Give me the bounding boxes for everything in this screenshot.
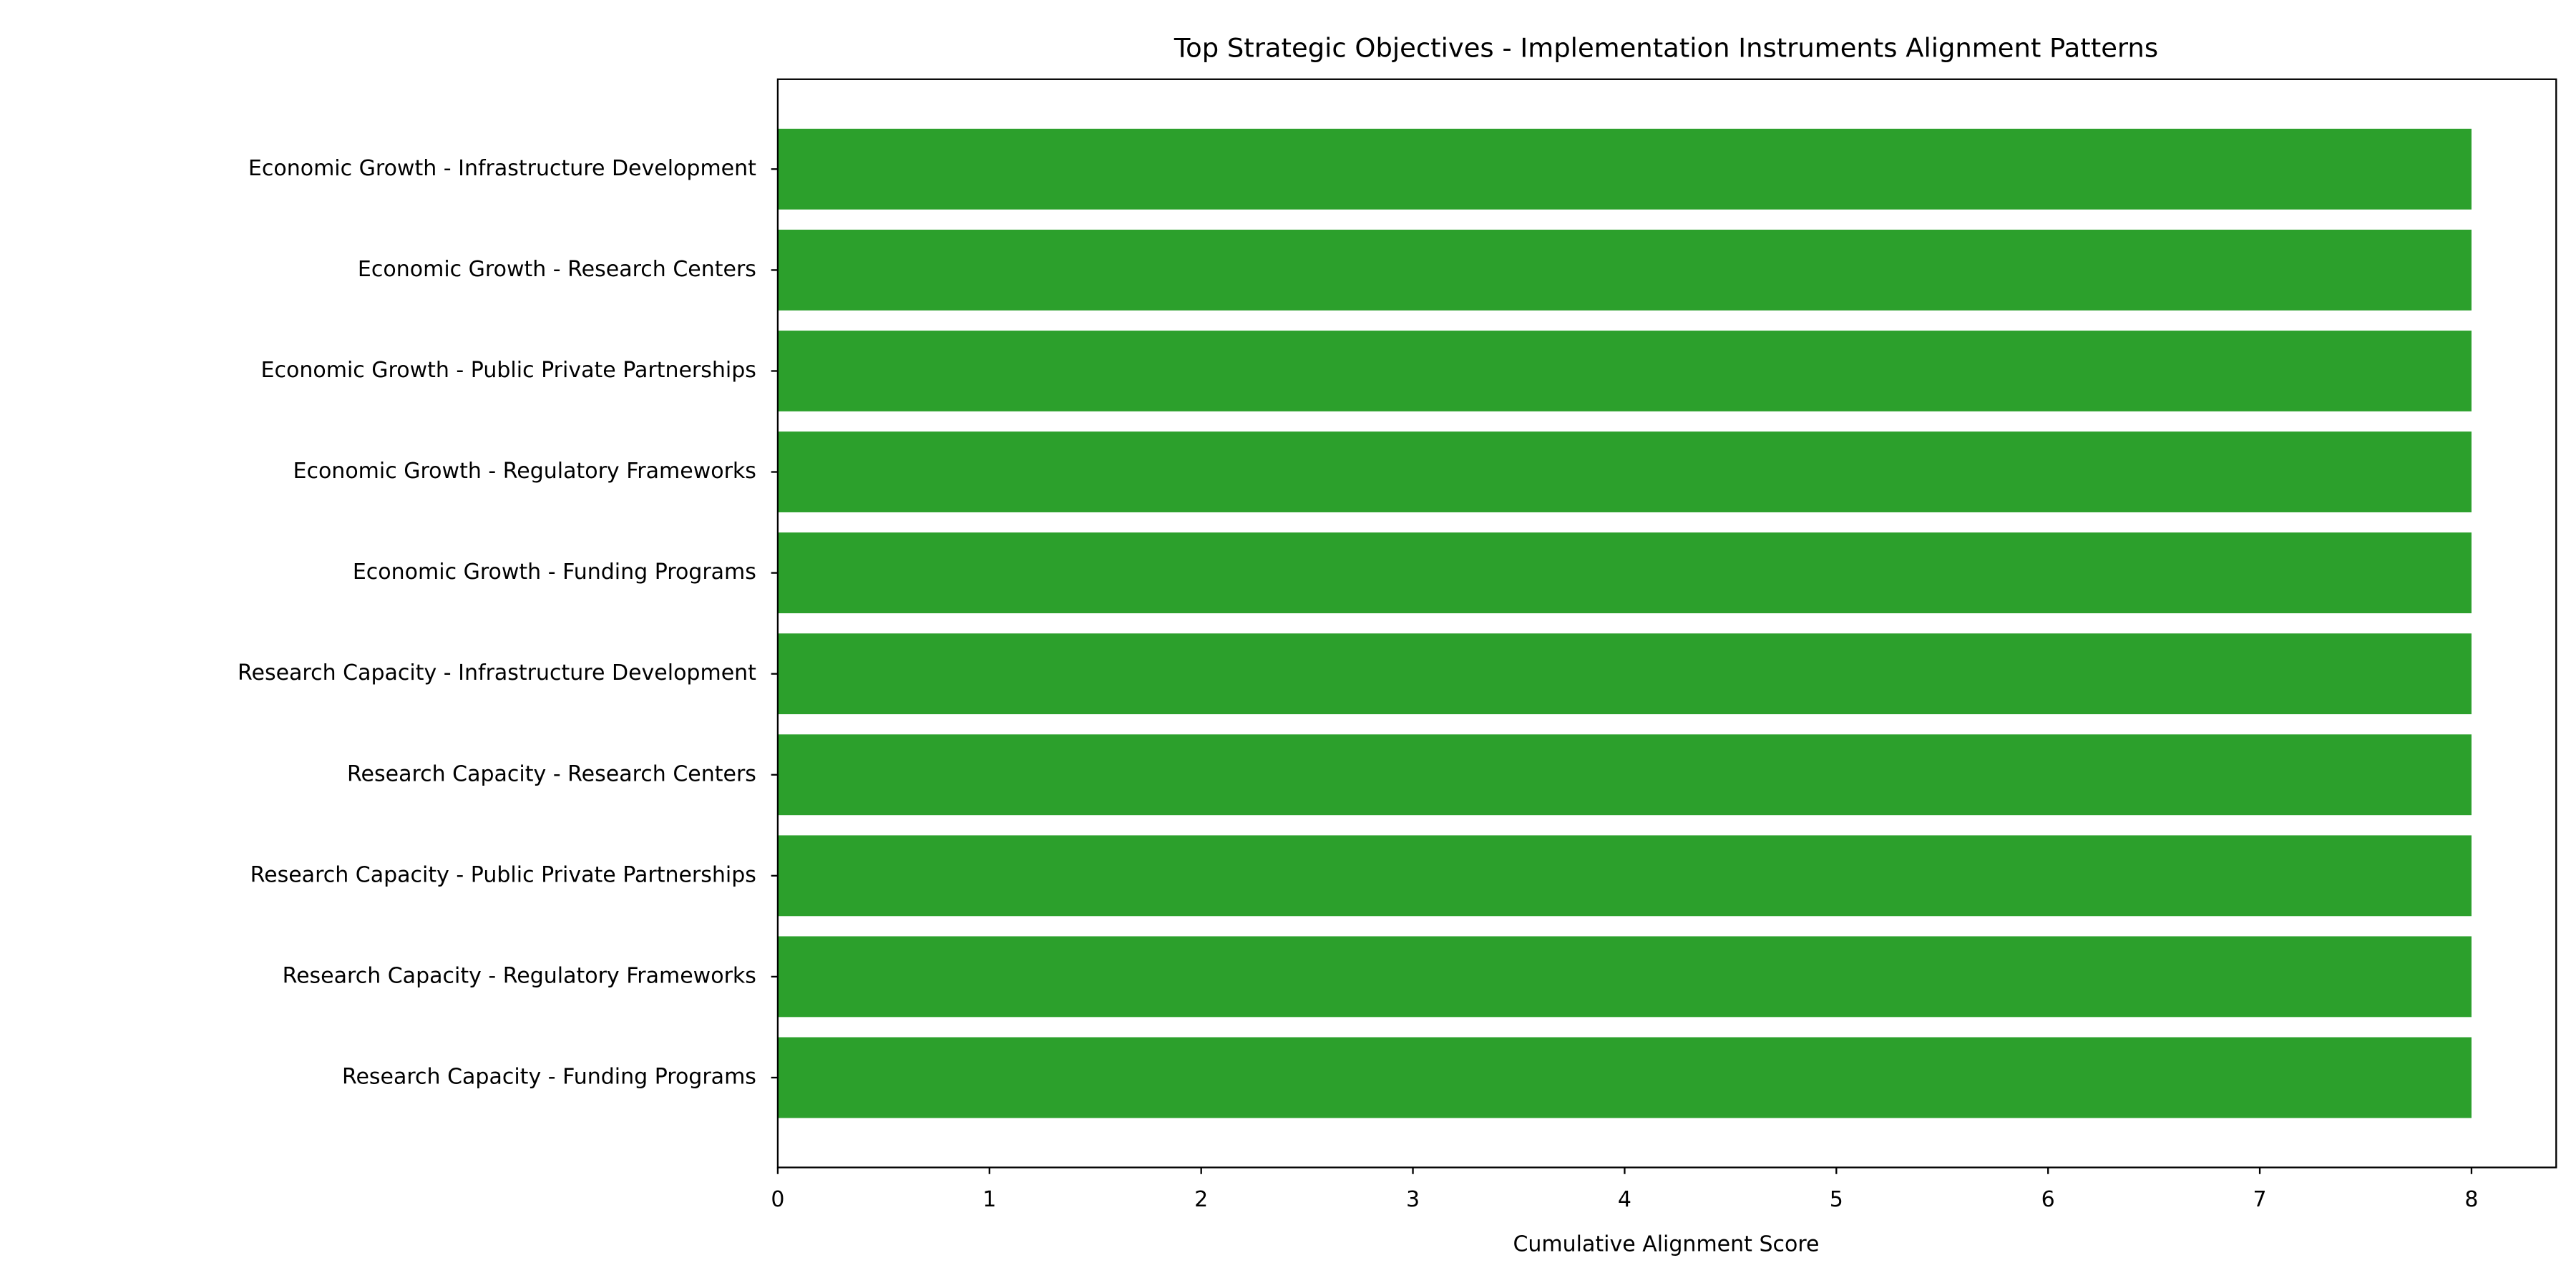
bar	[777, 128, 2472, 210]
y-tick-label: Economic Growth - Funding Programs	[353, 560, 756, 585]
bar	[777, 1037, 2472, 1118]
bar	[777, 734, 2472, 816]
y-tick-label: Economic Growth - Infrastructure Develop…	[248, 156, 756, 181]
y-tick-label: Research Capacity - Funding Programs	[342, 1064, 756, 1089]
y-tick-label: Research Capacity - Public Private Partn…	[250, 862, 756, 887]
y-tick-label: Research Capacity - Infrastructure Devel…	[238, 660, 756, 686]
y-tick-label: Economic Growth - Research Centers	[358, 257, 756, 282]
x-tick-label: 7	[2253, 1187, 2267, 1212]
bar	[777, 229, 2472, 311]
y-tick-label: Economic Growth - Public Private Partner…	[261, 358, 756, 383]
y-tick-label: Research Capacity - Regulatory Framework…	[283, 963, 756, 988]
bar	[777, 936, 2472, 1018]
x-tick-label: 8	[2464, 1187, 2478, 1212]
y-tick-label: Research Capacity - Research Centers	[347, 761, 756, 786]
y-tick-label: Economic Growth - Regulatory Frameworks	[293, 459, 756, 484]
x-tick-label: 5	[1830, 1187, 1843, 1212]
chart-title: Top Strategic Objectives - Implementatio…	[1174, 33, 2158, 64]
x-tick-label: 4	[1618, 1187, 1631, 1212]
bar	[777, 633, 2472, 715]
bar	[777, 835, 2472, 917]
x-tick-label: 2	[1194, 1187, 1208, 1212]
x-tick-label: 0	[771, 1187, 784, 1212]
x-tick-label: 1	[982, 1187, 996, 1212]
plot-frame	[776, 78, 2557, 1169]
bar	[777, 431, 2472, 512]
bar	[777, 532, 2472, 614]
bar	[777, 331, 2472, 411]
x-tick-label: 3	[1406, 1187, 1420, 1212]
x-tick-label: 6	[2041, 1187, 2055, 1212]
x-axis-label: Cumulative Alignment Score	[1513, 1232, 1819, 1257]
